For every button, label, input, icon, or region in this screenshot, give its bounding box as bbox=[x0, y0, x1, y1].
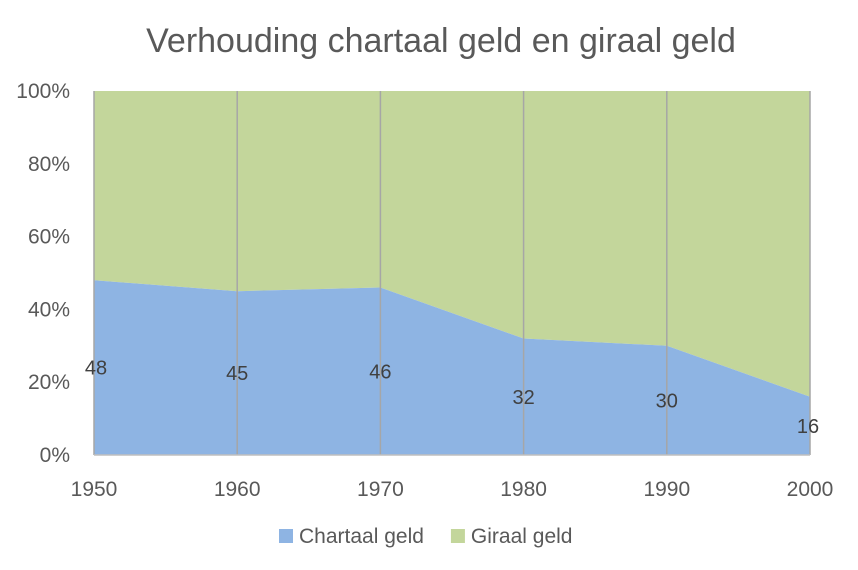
legend-label: Chartaal geld bbox=[299, 525, 424, 548]
series-area-chartaal-geld bbox=[94, 280, 810, 455]
y-tick-label: 100% bbox=[16, 80, 70, 103]
x-tick-label: 2000 bbox=[787, 478, 834, 501]
data-label: 16 bbox=[797, 416, 819, 438]
legend-swatch bbox=[279, 529, 293, 543]
x-tick-label: 1970 bbox=[357, 478, 404, 501]
y-tick-label: 60% bbox=[28, 226, 70, 249]
x-tick-label: 1980 bbox=[500, 478, 547, 501]
x-axis: 1950 1960 1970 1980 1990 2000 bbox=[71, 478, 834, 501]
legend-label: Giraal geld bbox=[471, 525, 573, 548]
series-area-giraal-geld bbox=[94, 91, 810, 397]
data-labels: 48 45 46 32 30 16 bbox=[85, 358, 819, 438]
y-tick-label: 0% bbox=[40, 444, 70, 467]
y-tick-label: 40% bbox=[28, 298, 70, 321]
x-tick-label: 1960 bbox=[214, 478, 261, 501]
data-label: 46 bbox=[369, 361, 391, 383]
x-tick-label: 1950 bbox=[71, 478, 118, 501]
data-label: 32 bbox=[512, 387, 534, 409]
data-label: 48 bbox=[85, 358, 107, 380]
plot-area bbox=[93, 91, 811, 456]
y-tick-label: 80% bbox=[28, 153, 70, 176]
legend-swatch bbox=[450, 529, 465, 543]
x-tick-label: 1990 bbox=[643, 478, 690, 501]
data-label: 45 bbox=[226, 363, 248, 385]
y-tick-label: 20% bbox=[28, 371, 70, 394]
chart-title: Verhouding chartaal geld en giraal geld bbox=[146, 22, 736, 60]
legend: Chartaal geld Giraal geld bbox=[279, 525, 572, 548]
data-label: 30 bbox=[656, 390, 678, 412]
y-axis: 0% 20% 40% 60% 80% 100% bbox=[16, 80, 70, 467]
